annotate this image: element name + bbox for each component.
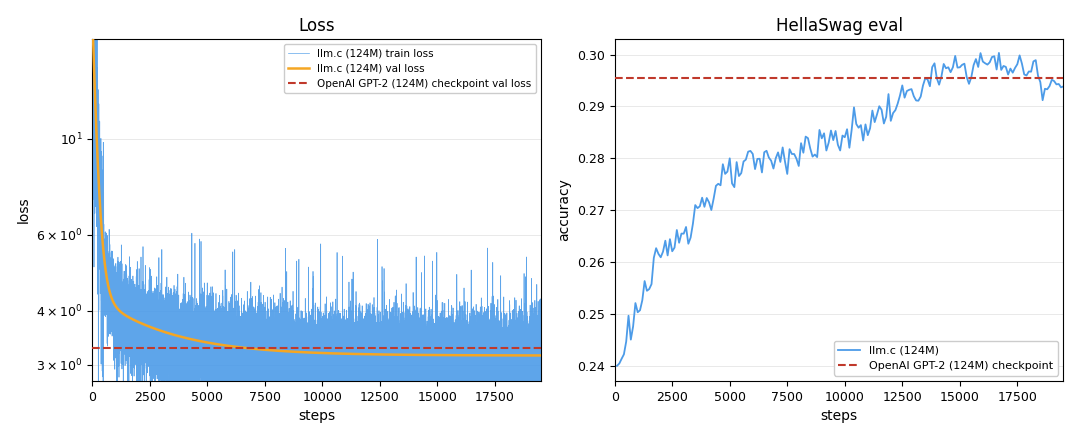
llm.c (124M) [995,67,1008,73]
Title: HellaSwag eval: HellaSwag eval [775,17,903,35]
llm.c (124M) [730,159,743,165]
llm.c (124M) train loss [92,396,105,402]
X-axis label: steps: steps [298,409,335,423]
llm.c (124M) val loss [424,352,437,358]
llm.c (124M) val loss [500,353,513,358]
llm.c (124M) train loss [528,350,541,356]
llm.c (124M) val loss [527,353,540,358]
OpenAI GPT-2 (124M) checkpoint [608,75,621,81]
llm.c (124M) train loss [535,320,548,326]
OpenAI GPT-2 (124M) checkpoint [608,75,621,81]
llm.c (124M) train loss [424,388,437,393]
llm.c (124M) [1011,62,1024,67]
llm.c (124M) train loss [500,365,513,370]
Line: llm.c (124M): llm.c (124M) [617,53,1064,366]
llm.c (124M) [846,127,859,132]
llm.c (124M) val loss [85,13,98,18]
Y-axis label: loss: loss [16,197,30,224]
llm.c (124M) val loss [495,353,508,358]
llm.c (124M) val loss [86,25,99,30]
llm.c (124M) train loss [86,74,99,80]
llm.c (124M) train loss [495,333,508,338]
X-axis label: steps: steps [821,409,858,423]
Legend: llm.c (124M), OpenAI GPT-2 (124M) checkpoint: llm.c (124M), OpenAI GPT-2 (124M) checkp… [834,341,1057,375]
llm.c (124M) val loss [477,353,490,358]
Title: Loss: Loss [298,17,335,35]
OpenAI GPT-2 (124M) checkpoint val loss [85,345,98,351]
llm.c (124M) [962,81,975,87]
Y-axis label: accuracy: accuracy [557,179,571,242]
Legend: llm.c (124M) train loss, llm.c (124M) val loss, OpenAI GPT-2 (124M) checkpoint v: llm.c (124M) train loss, llm.c (124M) va… [284,44,536,93]
llm.c (124M) [1057,84,1070,89]
llm.c (124M) train loss [477,337,490,342]
Line: llm.c (124M) val loss: llm.c (124M) val loss [92,15,541,356]
OpenAI GPT-2 (124M) checkpoint val loss [85,345,98,351]
llm.c (124M) [610,363,623,368]
llm.c (124M) [993,50,1005,55]
llm.c (124M) val loss [535,353,548,358]
Line: llm.c (124M) train loss: llm.c (124M) train loss [92,0,541,399]
llm.c (124M) [636,297,649,303]
